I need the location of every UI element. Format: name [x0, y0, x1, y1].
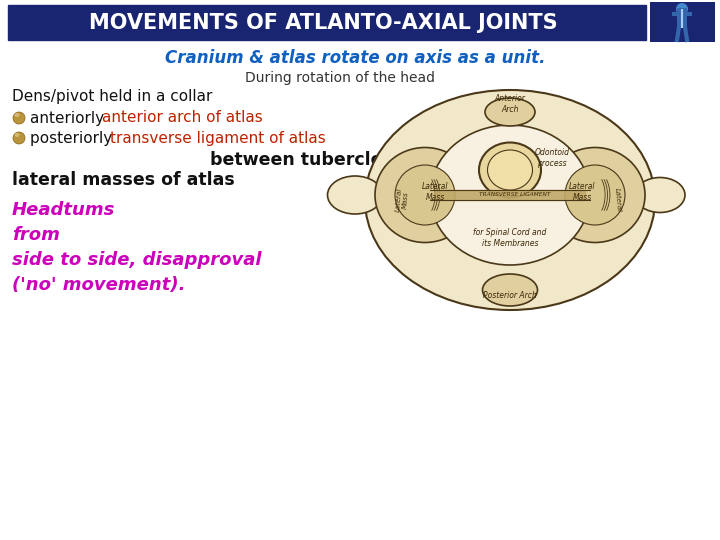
Text: anteriorly: anteriorly	[30, 111, 109, 125]
Ellipse shape	[328, 176, 382, 214]
Text: between tubercles on medial sides of: between tubercles on medial sides of	[210, 151, 577, 169]
FancyBboxPatch shape	[650, 2, 715, 42]
Ellipse shape	[487, 150, 533, 190]
Text: TRANSVERSE LIGAMENT: TRANSVERSE LIGAMENT	[480, 192, 551, 198]
Text: Anterior
Arch: Anterior Arch	[495, 94, 526, 114]
Text: MOVEMENTS OF ATLANTO-AXIAL JOINTS: MOVEMENTS OF ATLANTO-AXIAL JOINTS	[89, 13, 557, 33]
Ellipse shape	[430, 125, 590, 265]
Text: Odontoid
process: Odontoid process	[534, 148, 570, 168]
Text: from: from	[12, 226, 60, 244]
Text: transverse ligament of atlas: transverse ligament of atlas	[110, 131, 325, 145]
Text: Dens/pivot held in a collar: Dens/pivot held in a collar	[12, 90, 212, 105]
Ellipse shape	[13, 112, 25, 124]
Text: Cranium & atlas rotate on axis as a unit.: Cranium & atlas rotate on axis as a unit…	[165, 49, 545, 67]
Ellipse shape	[14, 113, 19, 117]
Ellipse shape	[545, 147, 645, 242]
Text: anterior arch of atlas: anterior arch of atlas	[102, 111, 263, 125]
Text: Posterior Arch: Posterior Arch	[483, 291, 537, 300]
Circle shape	[676, 3, 688, 15]
Ellipse shape	[375, 147, 475, 242]
Text: ('no' movement).: ('no' movement).	[12, 276, 186, 294]
Ellipse shape	[395, 165, 455, 225]
Text: for Spinal Cord and
its Membranes: for Spinal Cord and its Membranes	[473, 228, 546, 248]
Ellipse shape	[365, 90, 655, 310]
Ellipse shape	[13, 132, 25, 144]
Ellipse shape	[635, 178, 685, 213]
Text: lateral masses of atlas: lateral masses of atlas	[12, 171, 235, 189]
FancyBboxPatch shape	[677, 8, 687, 28]
Text: Headtums: Headtums	[12, 201, 115, 219]
Ellipse shape	[565, 165, 625, 225]
Text: posteriorly: posteriorly	[30, 131, 117, 145]
Text: Lateral
Mass: Lateral Mass	[422, 183, 449, 202]
Text: side to side, disapproval: side to side, disapproval	[12, 251, 261, 269]
Text: During rotation of the head: During rotation of the head	[245, 71, 435, 85]
Ellipse shape	[479, 143, 541, 198]
Ellipse shape	[14, 133, 19, 137]
Text: Lateral
Mass: Lateral Mass	[569, 183, 595, 202]
FancyBboxPatch shape	[8, 5, 646, 40]
Ellipse shape	[485, 98, 535, 126]
Text: Lateral: Lateral	[614, 188, 622, 212]
Text: Lateral
Mass: Lateral Mass	[395, 187, 410, 213]
Ellipse shape	[482, 274, 538, 306]
